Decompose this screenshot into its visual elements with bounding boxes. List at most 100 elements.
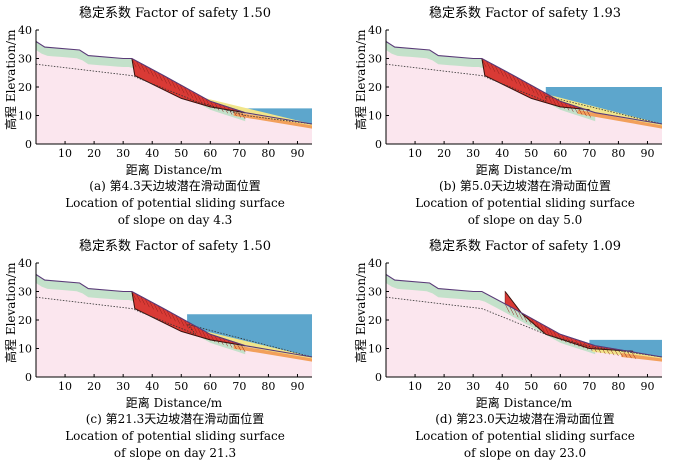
slide-hatch xyxy=(170,312,176,322)
x-tick-label: 20 xyxy=(437,380,451,393)
slide-hatch xyxy=(504,303,510,313)
slide-hatch xyxy=(520,79,526,89)
slide-hatch xyxy=(586,109,592,118)
caption-line-3: of slope on day 23.0 xyxy=(463,446,587,460)
slide-hatch xyxy=(214,335,220,344)
x-tick-label: 70 xyxy=(232,380,246,393)
phreatic-line xyxy=(385,296,663,358)
slide-hatch xyxy=(140,63,146,72)
caption-line-3: of slope on day 4.3 xyxy=(117,213,233,227)
slide-hatch xyxy=(188,322,194,332)
y-tick-label: 0 xyxy=(25,371,32,384)
slide-hatch xyxy=(605,347,610,355)
x-tick-label: 30 xyxy=(466,147,480,160)
y-tick-label: 40 xyxy=(18,24,32,37)
slide-hatch xyxy=(201,329,207,339)
slide-hatch xyxy=(218,336,224,345)
x-axis-label: 距离 Distance/m xyxy=(125,163,223,177)
ground-surface-line xyxy=(385,273,663,358)
x-tick-label: 50 xyxy=(524,147,538,160)
x-tick-label: 30 xyxy=(466,380,480,393)
slide-hatch xyxy=(622,350,628,358)
phreatic-line xyxy=(385,63,663,125)
x-tick-label: 10 xyxy=(58,380,72,393)
slide-hatch xyxy=(516,77,522,86)
slide-hatch xyxy=(507,72,513,82)
seepage-band-orange xyxy=(621,353,662,362)
slide-hatch xyxy=(136,60,141,70)
slide-hatch xyxy=(205,98,211,108)
y-tick-label: 0 xyxy=(375,371,382,384)
slip-surface-line xyxy=(131,291,246,347)
y-tick-label: 20 xyxy=(18,81,32,94)
seepage-band-orange xyxy=(233,111,312,129)
x-tick-label: 70 xyxy=(582,380,596,393)
slide-hatch xyxy=(227,339,233,348)
unsaturated-layer xyxy=(386,41,596,122)
slide-hatch xyxy=(535,320,541,330)
x-tick-label: 90 xyxy=(640,380,654,393)
x-tick-label: 10 xyxy=(408,380,422,393)
y-tick-label: 40 xyxy=(368,257,382,270)
y-tick-label: 0 xyxy=(375,138,382,151)
x-tick-label: 80 xyxy=(261,147,275,160)
x-axis-label: 距离 Distance/m xyxy=(475,396,573,410)
slide-hatch xyxy=(157,72,163,82)
slide-hatch xyxy=(564,102,570,111)
y-tick-label: 30 xyxy=(18,286,32,299)
caption-line-3: of slope on day 5.0 xyxy=(467,213,583,227)
unsaturated-layer xyxy=(36,274,246,355)
slide-hatch xyxy=(157,305,163,315)
slide-hatch xyxy=(166,310,172,319)
x-tick-label: 40 xyxy=(495,147,509,160)
y-tick-label: 30 xyxy=(368,286,382,299)
x-tick-label: 80 xyxy=(611,380,625,393)
y-tick-label: 30 xyxy=(368,53,382,66)
seepage-band-orange xyxy=(233,344,312,362)
slide-hatch xyxy=(153,70,159,79)
slide-hatch xyxy=(555,98,561,108)
unsaturated-layer xyxy=(36,41,246,122)
slide-hatch xyxy=(231,341,237,350)
slide-hatch xyxy=(140,296,146,305)
caption-line-1: (b) 第5.0天边坡潜在滑动面位置 xyxy=(439,179,611,193)
x-tick-label: 50 xyxy=(174,380,188,393)
slide-hatch xyxy=(631,351,637,359)
slide-hatch xyxy=(175,314,181,324)
slide-hatch xyxy=(600,346,606,354)
chart-title: 稳定系数 Factor of safety 1.93 xyxy=(428,6,622,21)
slide-hatch xyxy=(166,77,172,86)
x-tick-label: 20 xyxy=(87,380,101,393)
slide-hatch xyxy=(162,307,167,317)
x-tick-label: 60 xyxy=(203,147,217,160)
slide-hatch xyxy=(149,67,154,77)
slide-hatch xyxy=(513,308,519,318)
slide-hatch xyxy=(509,306,515,315)
x-axis-label: 距离 Distance/m xyxy=(125,396,223,410)
y-tick-label: 10 xyxy=(368,343,382,356)
slide-hatch xyxy=(179,317,185,327)
slide-hatch xyxy=(149,300,154,310)
phreatic-line xyxy=(35,63,313,125)
slide-hatch xyxy=(539,322,545,332)
chart-title: 稳定系数 Factor of safety 1.50 xyxy=(78,239,272,254)
chart-title: 稳定系数 Factor of safety 1.50 xyxy=(78,6,272,21)
slide-hatch xyxy=(162,74,167,84)
ground-surface-line xyxy=(385,40,663,125)
slide-hatch xyxy=(136,293,141,303)
y-tick-label: 0 xyxy=(25,138,32,151)
slide-hatch xyxy=(533,86,539,96)
slide-hatch xyxy=(205,331,211,341)
slide-hatch xyxy=(175,81,181,91)
seepage-band-orange xyxy=(577,109,662,129)
slope-chart: 0 10 20 30 40 10 20 30 40 50 60 70 80 90 xyxy=(18,257,313,393)
caption-line-2: Location of potential sliding surface xyxy=(415,196,635,210)
y-tick-label: 20 xyxy=(368,314,382,327)
water-body xyxy=(187,314,312,357)
x-tick-label: 10 xyxy=(408,147,422,160)
slide-hatch xyxy=(548,327,554,337)
y-tick-label: 40 xyxy=(368,24,382,37)
slide-hatch xyxy=(544,325,549,335)
x-axis-label: 距离 Distance/m xyxy=(475,163,573,177)
caption-line-1: (d) 第23.0天边坡潜在滑动面位置 xyxy=(435,412,615,426)
